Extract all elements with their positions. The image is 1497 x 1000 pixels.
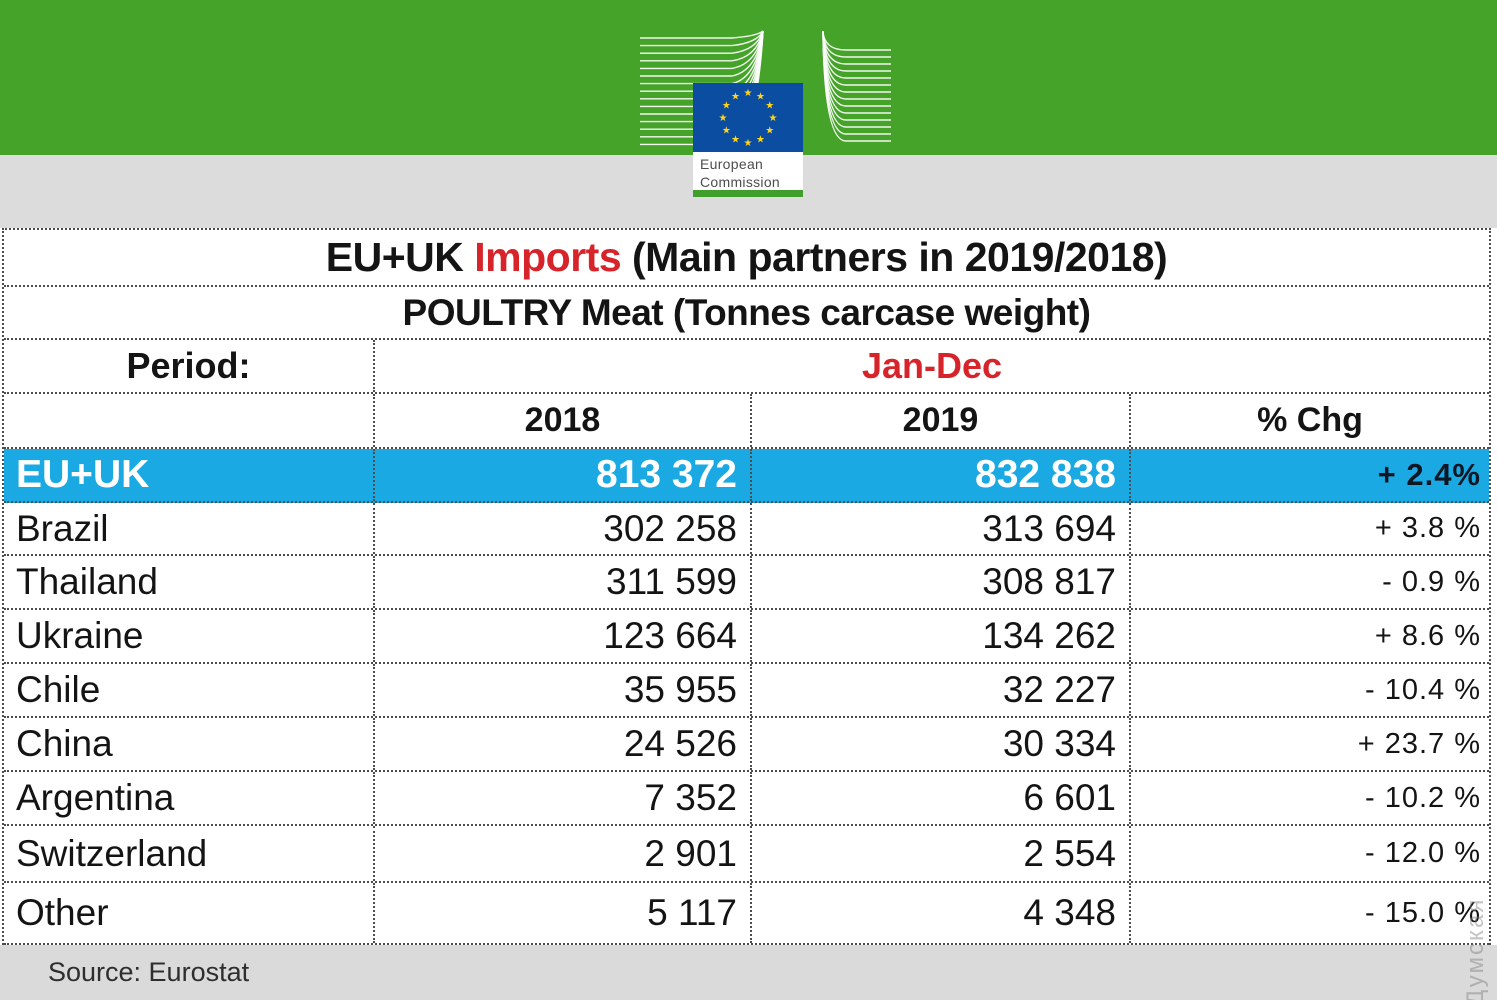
svg-text:★: ★ [731, 135, 740, 146]
table-row-china: China 24 526 30 334 + 23.7 % [4, 718, 1489, 772]
pct-change: - 15.0 % [1365, 896, 1481, 929]
header-2018: 2018 [375, 394, 752, 447]
logo-label-box [693, 152, 803, 190]
header-empty-cell [4, 394, 375, 447]
table-subtitle-row: POULTRY Meat (Tonnes carcase weight) [4, 287, 1489, 340]
logo-label: European Commission [700, 155, 800, 191]
value-2018: 24 526 [375, 718, 752, 770]
value-2019: 30 334 [752, 718, 1131, 770]
svg-text:★: ★ [722, 101, 731, 112]
partner-name: China [4, 718, 375, 770]
period-value: Jan-Dec [861, 345, 1003, 386]
value-2018: 123 664 [375, 610, 752, 662]
table-row-chile: Chile 35 955 32 227 - 10.4 % [4, 664, 1489, 718]
eu-flag-icon [693, 83, 803, 152]
logo-green-bar [693, 190, 803, 197]
partner-name: Other [4, 883, 375, 943]
header-row: 2018 2019 % Chg [4, 394, 1489, 449]
watermark: Думская [1462, 897, 1489, 1000]
title-suffix: (Main partners in 2019/2018) [621, 234, 1168, 280]
partner-name: Thailand [4, 556, 375, 608]
value-2019: 2 554 [752, 826, 1131, 881]
pct-change: + 3.8 % [1374, 512, 1481, 544]
logo-label-line1: European [700, 156, 764, 172]
pct-change: + 23.7 % [1357, 727, 1481, 760]
partner-name: Ukraine [4, 610, 375, 662]
value-2019: 308 817 [752, 556, 1131, 608]
value-2018: 2 901 [375, 826, 752, 881]
table-row-argentina: Argentina 7 352 6 601 - 10.2 % [4, 772, 1489, 826]
value-2018: 35 955 [375, 664, 752, 716]
svg-text:★: ★ [731, 91, 740, 102]
title-prefix: EU+UK [325, 234, 475, 280]
table-row-other: Other 5 117 4 348 - 15.0 % [4, 883, 1489, 945]
value-2018: 311 599 [375, 556, 752, 608]
pct-change: - 12.0 % [1365, 837, 1481, 869]
value-2019: 32 227 [752, 664, 1131, 716]
svg-text:★: ★ [769, 113, 778, 124]
pct-change: - 10.4 % [1365, 673, 1481, 706]
pct-change: - 10.2 % [1365, 781, 1481, 814]
svg-text:★: ★ [765, 126, 774, 137]
pct-change: - 0.9 % [1382, 565, 1481, 598]
value-2019: 313 694 [752, 503, 1131, 554]
svg-text:★: ★ [765, 101, 774, 112]
partner-name: Switzerland [4, 826, 375, 881]
svg-text:★: ★ [722, 126, 731, 137]
table-row-ukraine: Ukraine 123 664 134 262 + 8.6 % [4, 610, 1489, 664]
european-commission-logo-icon: ★ ★ ★★ ★★ ★★ ★★ ★★ [640, 30, 891, 197]
pct-change: + 8.6 % [1374, 619, 1481, 652]
value-2018: 7 352 [375, 772, 752, 824]
value-2018: 302 258 [375, 503, 752, 554]
table-row-brazil: Brazil 302 258 313 694 + 3.8 % [4, 503, 1489, 556]
period-label: Period: [4, 340, 375, 392]
svg-text:★: ★ [744, 138, 753, 149]
table-subtitle: POULTRY Meat (Tonnes carcase weight) [402, 291, 1091, 333]
value-2019: 134 262 [752, 610, 1131, 662]
period-row: Period: Jan-Dec [4, 340, 1489, 394]
partner-name: Argentina [4, 772, 375, 824]
table-row-thailand: Thailand 311 599 308 817 - 0.9 % [4, 556, 1489, 610]
source-note: Source: Eurostat [48, 957, 250, 987]
value-2018: 5 117 [375, 883, 752, 943]
partner-name: EU+UK [4, 449, 375, 501]
footer-band [0, 945, 1497, 1000]
table-row-eu-uk: EU+UK 813 372 832 838 + 2.4% [4, 449, 1489, 503]
svg-text:★: ★ [756, 91, 765, 102]
table-row-switzerland: Switzerland 2 901 2 554 - 12.0 % [4, 826, 1489, 883]
logo-right-swoosh-icon [822, 30, 891, 142]
svg-text:★: ★ [719, 113, 728, 124]
table-title-row: EU+UK Imports (Main partners in 2019/201… [4, 230, 1489, 287]
header-pct-chg: % Chg [1257, 401, 1363, 439]
header-2019: 2019 [752, 394, 1131, 447]
pct-change: + 2.4% [1377, 457, 1481, 492]
svg-text:★: ★ [756, 135, 765, 146]
eu-flag-stars-icon: ★ ★ ★★ ★★ ★★ ★★ ★★ [719, 88, 778, 149]
svg-text:★: ★ [744, 88, 753, 99]
value-2019: 4 348 [752, 883, 1131, 943]
imports-table: EU+UK Imports (Main partners in 2019/201… [2, 228, 1491, 945]
page-title: EU+UK Imports (Main partners in 2019/201… [325, 234, 1168, 281]
value-2018: 813 372 [375, 449, 752, 501]
value-2019: 6 601 [752, 772, 1131, 824]
partner-name: Chile [4, 664, 375, 716]
title-highlight: Imports [474, 234, 622, 280]
logo-label-line2: Commission [700, 174, 781, 190]
value-2019: 832 838 [752, 449, 1131, 501]
partner-name: Brazil [4, 503, 375, 554]
